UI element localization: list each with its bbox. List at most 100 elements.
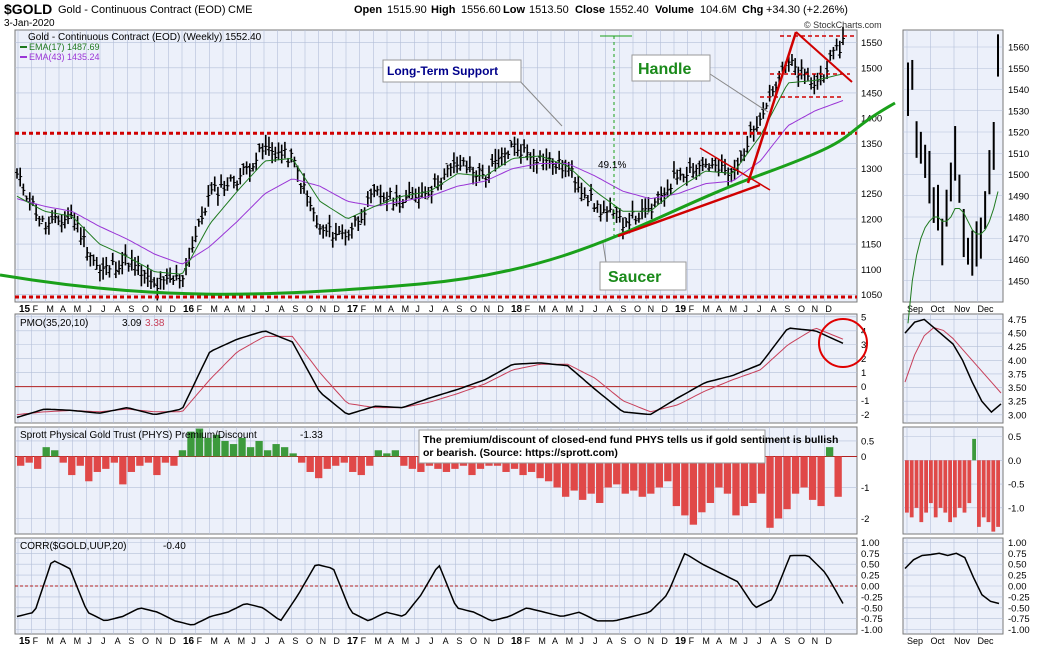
callout-pointer [602, 242, 607, 263]
inset-corr-y-tick: 1.00 [1008, 538, 1027, 549]
phys-bar [502, 456, 510, 472]
phys-bar [706, 456, 715, 503]
pmo-signal-line [16, 327, 844, 416]
phys-bar [161, 456, 170, 463]
phys-bar [630, 456, 638, 491]
steep-uptrend-line [746, 31, 798, 184]
price-y-tick: 1300 [861, 164, 882, 175]
inset-phys-y-tick: -0.5 [1008, 480, 1024, 491]
inset-price-y-tick: 1480 [1008, 213, 1029, 224]
callout-box-handle [631, 54, 711, 82]
phys-bar [315, 456, 323, 479]
phys-bar [715, 456, 723, 488]
x-tick-label: A [224, 304, 230, 314]
callout-box-saucer [599, 261, 687, 291]
x-tick-label: A [771, 304, 777, 314]
x-tick-label: O [142, 636, 149, 646]
phys-bar [204, 437, 212, 457]
quote-date: 3-Jan-2020 [4, 18, 55, 29]
x-tick-label: 18 [511, 304, 523, 315]
x-tick-label: D [661, 304, 668, 314]
phys-bar [621, 456, 629, 494]
x-tick-label: D [333, 304, 340, 314]
phys-bar [587, 456, 595, 494]
x-tick-label: D [661, 636, 668, 646]
pmo-y-tick: 3 [861, 340, 866, 351]
x-tick-label: A [388, 636, 394, 646]
inset-pmo-y-tick: 4.00 [1008, 356, 1027, 367]
x-tick-label: M [566, 304, 574, 314]
x-tick-label: M [46, 636, 54, 646]
phys-bar [59, 456, 67, 463]
low-label: Low [503, 4, 525, 16]
inset-x-tick-label: Sep [907, 636, 923, 646]
phys-bar [536, 456, 544, 479]
x-tick-label: A [60, 636, 66, 646]
x-tick-label: A [607, 636, 613, 646]
inset-pmo-signal-line [904, 327, 1002, 394]
phys-y-tick: 0 [861, 452, 866, 463]
phys-bar [76, 456, 84, 466]
x-tick-label: J [743, 304, 748, 314]
phys-bar [783, 456, 791, 510]
phys-bar [85, 456, 93, 482]
phys-bar [349, 456, 357, 472]
phys-bar [102, 456, 110, 469]
phys-bar [519, 456, 527, 476]
x-tick-label: F [197, 304, 203, 314]
phys-bar [613, 456, 621, 485]
pmo-y-tick: 0 [861, 382, 866, 393]
x-tick-label: J [265, 304, 270, 314]
phys-bar [332, 456, 340, 466]
phys-bar [647, 456, 655, 494]
callout-handle: Handle [638, 61, 691, 78]
x-tick-label: D [825, 636, 832, 646]
price-bars [15, 26, 845, 301]
phys-bar [417, 456, 425, 472]
x-tick-label: F [689, 636, 695, 646]
phys-bar [272, 444, 280, 457]
x-tick-label: 17 [347, 304, 359, 315]
x-tick-label: A [443, 636, 449, 646]
inset-x-tick-label: Nov [954, 636, 971, 646]
phys-bar [408, 456, 417, 469]
x-tick-label: M [730, 636, 738, 646]
phys-bar [246, 447, 255, 457]
close-value: 1552.40 [609, 4, 649, 16]
corr-line [16, 552, 844, 626]
x-tick-label: O [470, 304, 477, 314]
watermark: © StockCharts.com [804, 20, 882, 30]
inset-phys-bar [948, 460, 952, 523]
volume-label: Volume [655, 4, 694, 16]
phys-bar [561, 456, 570, 497]
phys-bar [698, 456, 706, 513]
legend-ema43: EMA(43) 1435.24 [29, 52, 100, 62]
x-tick-label: M [402, 304, 410, 314]
inset-x-tick-label: Nov [954, 304, 971, 314]
x-tick-label: F [525, 636, 531, 646]
x-tick-label: J [743, 636, 748, 646]
x-tick-label: J [101, 636, 106, 646]
price-y-tick: 1050 [861, 290, 882, 301]
x-tick-label: M [538, 636, 546, 646]
open-label: Open [354, 4, 383, 16]
pmo-signal-value: 3.38 [145, 318, 165, 329]
x-tick-label: M [402, 636, 410, 646]
inset-corr-y-tick: 0.50 [1008, 560, 1027, 571]
x-tick-label: A [115, 304, 121, 314]
x-tick-label: M [730, 304, 738, 314]
inset-x-tick-label: Dec [978, 304, 995, 314]
callout-box-support [382, 59, 522, 83]
inset-price-y-tick: 1460 [1008, 255, 1029, 266]
x-tick-label: 18 [511, 636, 523, 647]
x-tick-label: M [238, 636, 246, 646]
x-tick-label: J [415, 304, 420, 314]
inset-phys-y-tick: 0.5 [1008, 432, 1021, 443]
x-tick-label: M [210, 636, 218, 646]
inset-phys-bar [962, 460, 967, 513]
phys-bar [34, 456, 42, 469]
legend-ema17: EMA(17) 1487.69 [29, 42, 100, 52]
phys-bar [664, 456, 672, 482]
